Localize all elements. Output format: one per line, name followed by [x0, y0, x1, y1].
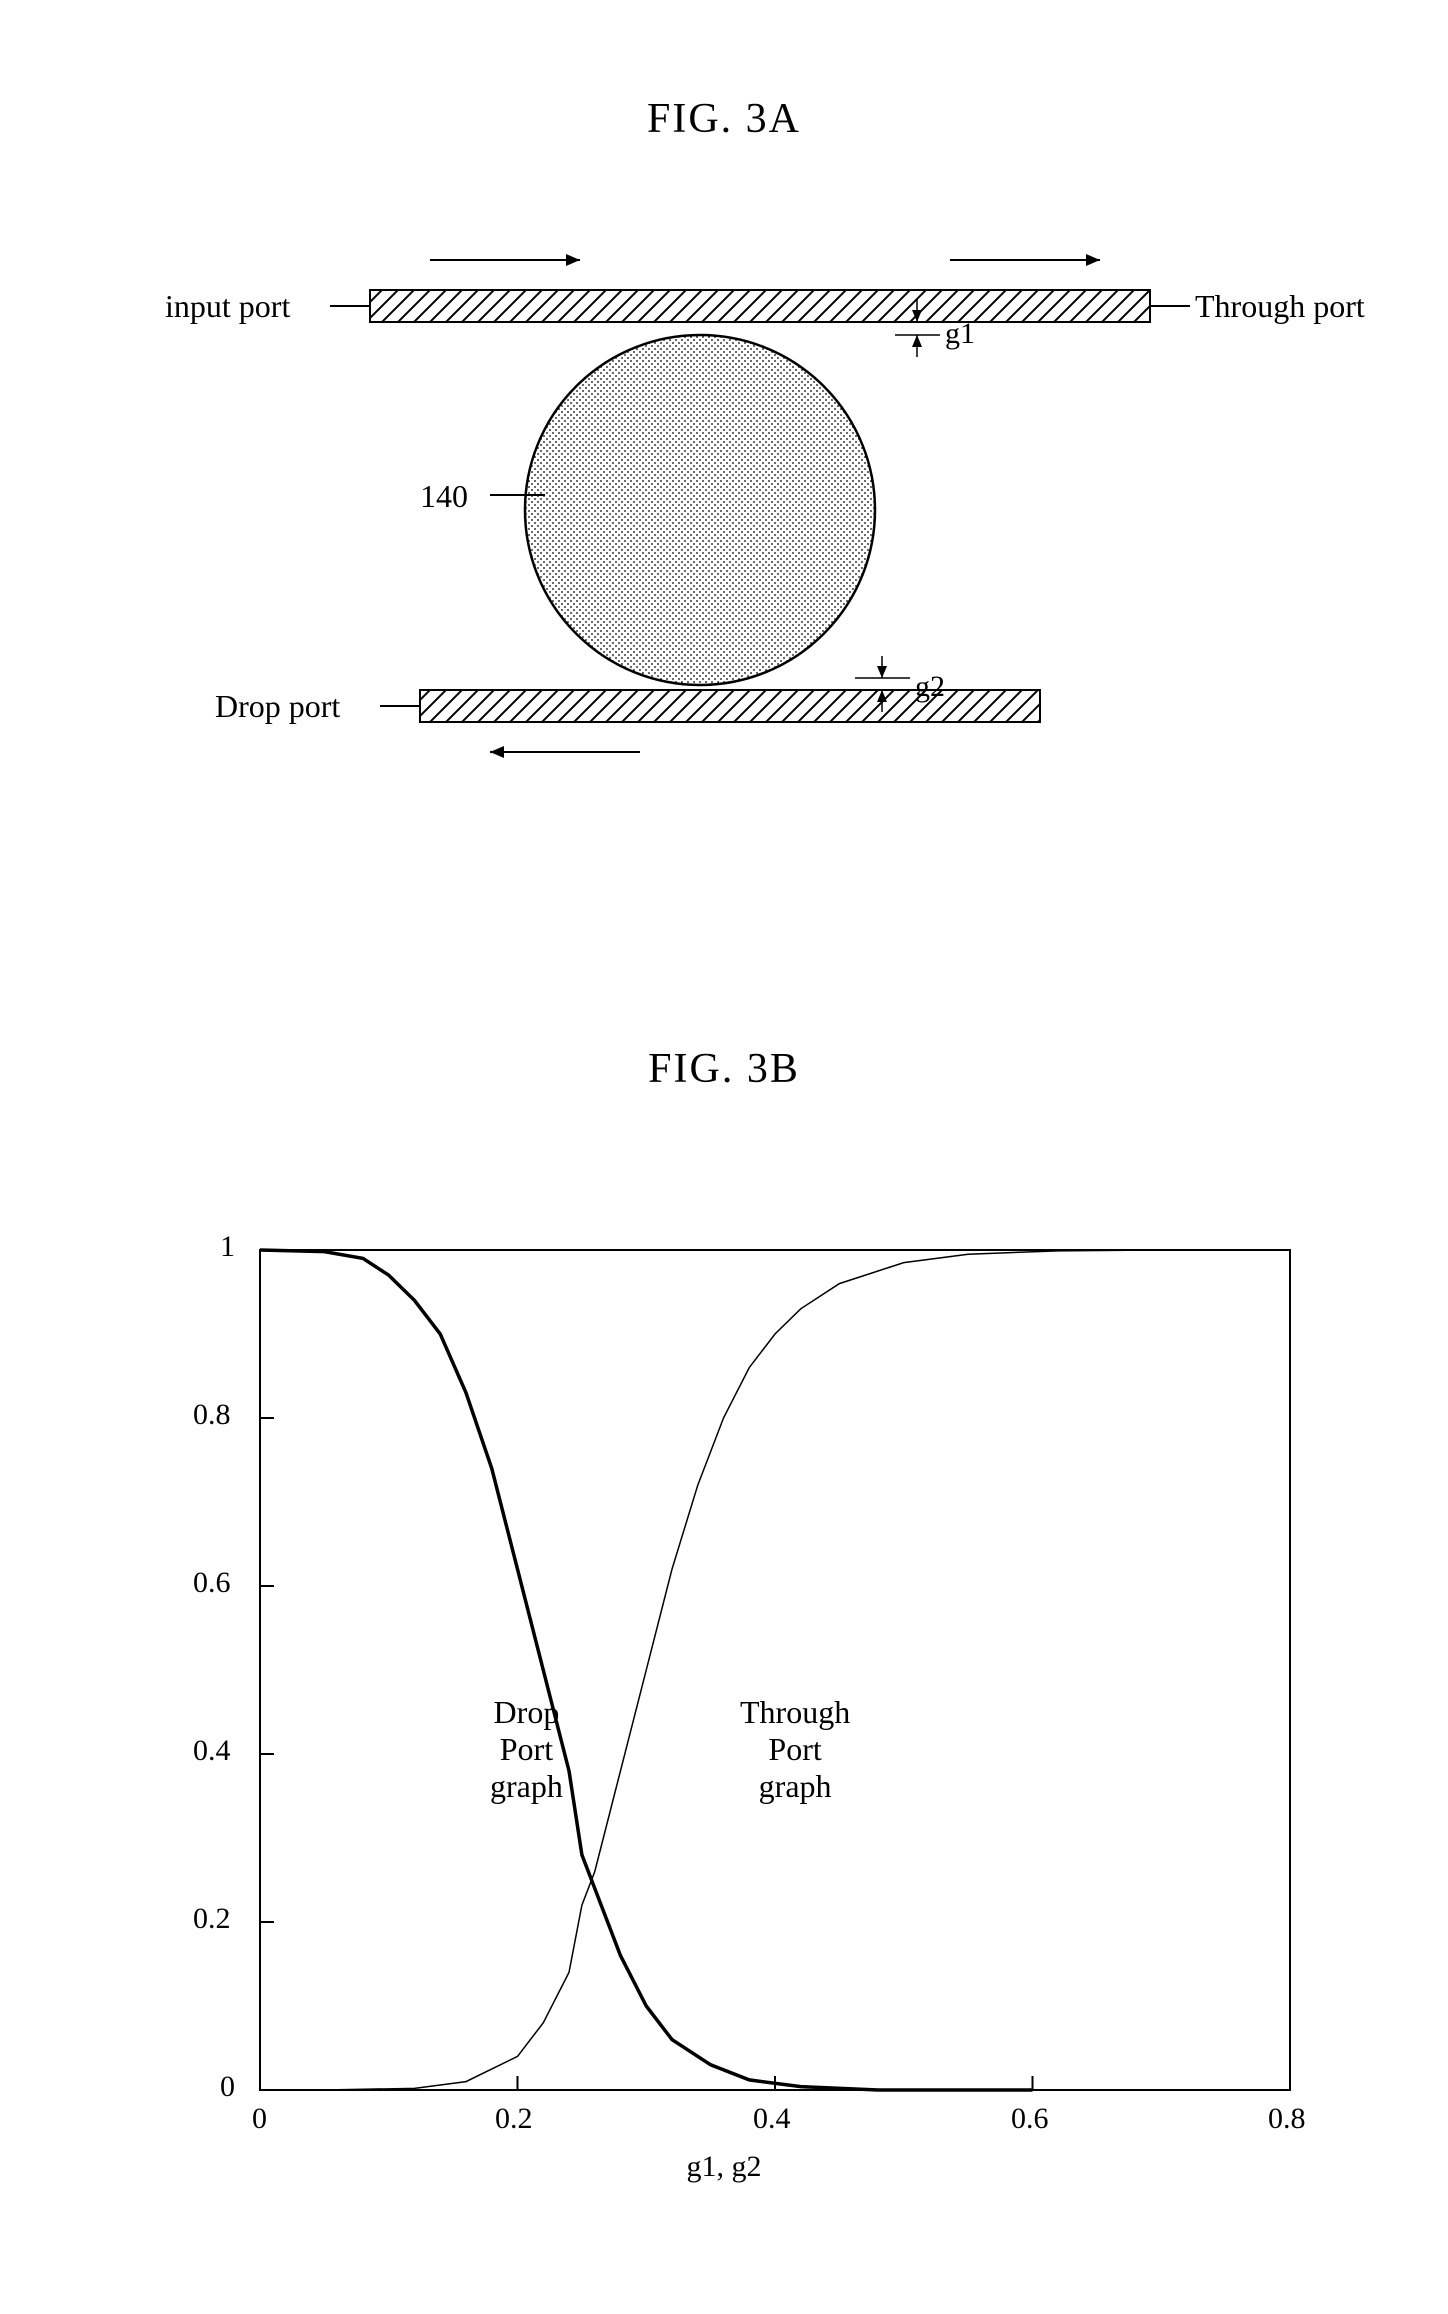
drop-l3: graph	[490, 1768, 563, 1804]
drop-port-annot: Drop Port graph	[490, 1694, 563, 1804]
ytick-1: 1	[220, 1230, 235, 1264]
xtick-0: 0	[252, 2102, 267, 2136]
fig3b-plot	[0, 1050, 1448, 2250]
through-l1: Through	[740, 1694, 850, 1730]
bottom-waveguide	[420, 690, 1040, 722]
ytick-0: 0	[220, 2070, 235, 2104]
top-arrow-right	[950, 254, 1100, 266]
resonator-label: 140	[420, 478, 468, 515]
xtick-0-2: 0.2	[495, 2102, 533, 2136]
through-port-annot: Through Port graph	[740, 1694, 850, 1804]
drop-l2: Port	[500, 1731, 553, 1767]
input-port-label: input port	[165, 288, 290, 325]
through-l2: Port	[768, 1731, 821, 1767]
ytick-0-8: 0.8	[193, 1398, 231, 1432]
top-waveguide	[370, 290, 1150, 322]
drop-port-label: Drop port	[215, 688, 340, 725]
bottom-arrow	[490, 746, 640, 758]
plot-frame	[260, 1250, 1290, 2090]
top-arrow-left	[430, 254, 580, 266]
g2-label: g2	[915, 670, 945, 704]
ytick-0-6: 0.6	[193, 1566, 231, 1600]
x-axis-label: g1, g2	[0, 2150, 1448, 2184]
xtick-0-4: 0.4	[753, 2102, 791, 2136]
fig3a-diagram	[0, 0, 1448, 900]
xtick-0-6: 0.6	[1011, 2102, 1049, 2136]
g1-label: g1	[945, 317, 975, 351]
ytick-0-4: 0.4	[193, 1734, 231, 1768]
ytick-0-2: 0.2	[193, 1902, 231, 1936]
resonator-disk	[525, 335, 875, 685]
through-l3: graph	[759, 1768, 832, 1804]
xtick-0-8: 0.8	[1268, 2102, 1306, 2136]
through-port-label: Through port	[1195, 288, 1365, 325]
drop-l1: Drop	[494, 1694, 560, 1730]
